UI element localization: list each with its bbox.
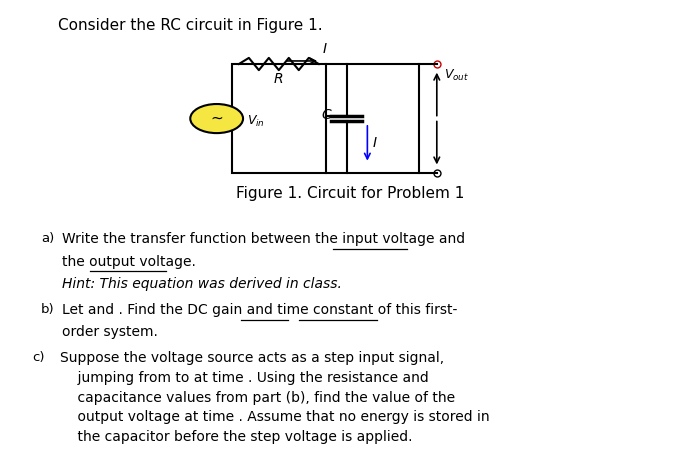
Text: Write the transfer function between the input voltage and: Write the transfer function between the … (62, 233, 465, 247)
Bar (232, 64, 419, 173)
Text: a): a) (41, 233, 54, 245)
Text: c): c) (32, 351, 44, 364)
Text: $V_{in}$: $V_{in}$ (246, 114, 265, 129)
Text: I: I (373, 136, 377, 150)
Text: Let and . Find the DC gain and time constant of this first-: Let and . Find the DC gain and time cons… (62, 303, 457, 317)
Text: Suppose the voltage source acts as a step input signal,
    jumping from to at t: Suppose the voltage source acts as a ste… (60, 351, 490, 444)
Text: C: C (321, 108, 331, 122)
Text: Hint: This equation was derived in class.: Hint: This equation was derived in class… (62, 277, 342, 291)
Text: $V_{out}$: $V_{out}$ (444, 68, 469, 83)
Text: Figure 1. Circuit for Problem 1: Figure 1. Circuit for Problem 1 (236, 186, 464, 202)
Text: the output voltage.: the output voltage. (62, 255, 196, 269)
Text: Consider the RC circuit in Figure 1.: Consider the RC circuit in Figure 1. (58, 18, 323, 33)
Text: R: R (274, 72, 284, 86)
Circle shape (190, 104, 243, 133)
Text: b): b) (41, 303, 55, 316)
Text: order system.: order system. (62, 325, 158, 339)
Text: I: I (322, 42, 326, 56)
Text: ~: ~ (210, 111, 223, 126)
